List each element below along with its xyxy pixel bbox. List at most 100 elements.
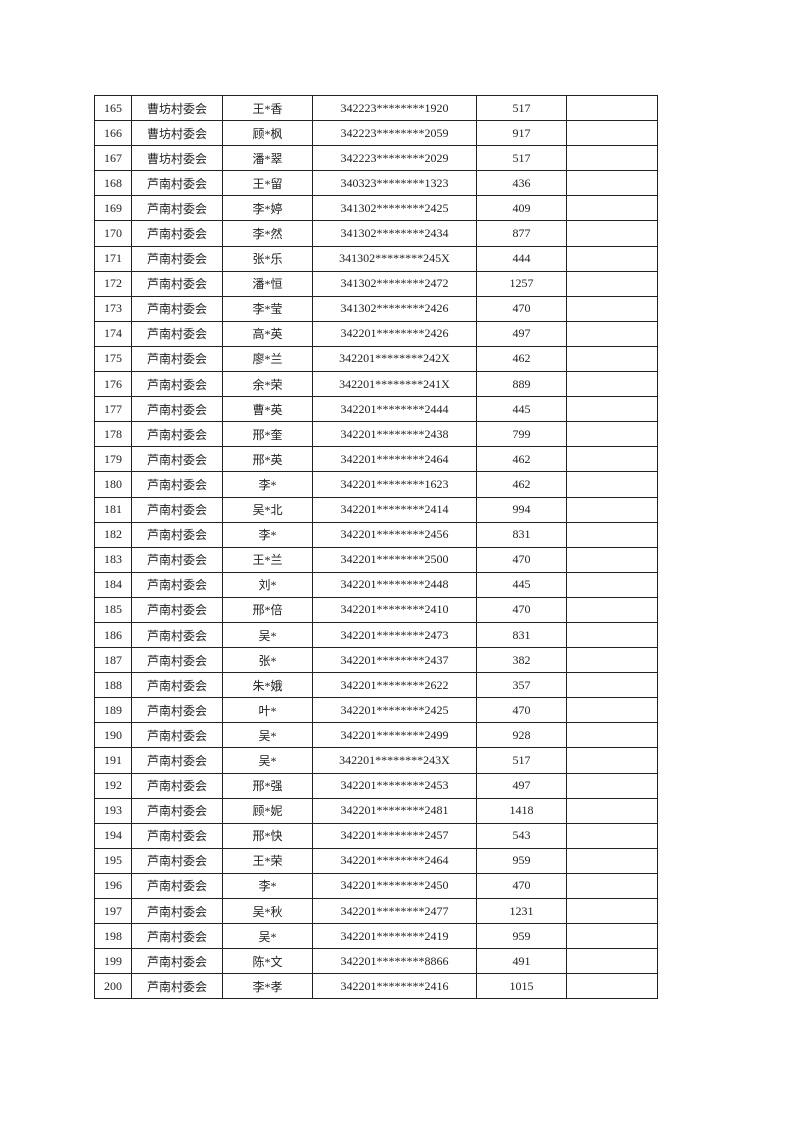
id-number-cell: 342201********2414 [312,496,477,523]
table-row: 200 芦南村委会 李*孝 342201********2416 1015 [94,973,658,1000]
table-row: 177 芦南村委会 曹*英 342201********2444 445 [94,396,658,423]
id-number-cell: 342201********2410 [312,596,477,623]
table-row: 193 芦南村委会 顾*妮 342201********2481 1418 [94,797,658,824]
village-committee-cell: 芦南村委会 [131,421,223,448]
remark-cell [566,145,658,172]
remark-cell [566,697,658,724]
remark-cell [566,195,658,222]
village-committee-cell: 芦南村委会 [131,345,223,373]
remark-cell [566,822,658,849]
row-number-cell: 169 [94,195,132,222]
table-row: 175 芦南村委会 廖*兰 342201********242X 462 [94,345,658,373]
id-number-cell: 341302********2434 [312,220,477,247]
person-name-cell: 吴* [222,621,313,649]
table-row: 165 曹坊村委会 王*香 342223********1920 517 [94,94,658,122]
remark-cell [566,345,658,373]
remark-cell [566,647,658,674]
id-number-cell: 342201********2444 [312,396,477,423]
person-name-cell: 李* [222,521,313,548]
row-number-cell: 194 [94,822,132,849]
data-table: 165 曹坊村委会 王*香 342223********1920 517 166 曹坊村委会… [94,94,658,1000]
amount-cell: 470 [476,295,567,322]
row-number-cell: 193 [94,797,132,824]
table-row: 186 芦南村委会 吴* 342201********2473 831 [94,621,658,649]
table-row: 182 芦南村委会 李* 342201********2456 831 [94,521,658,548]
amount-cell: 959 [476,847,567,874]
village-committee-cell: 芦南村委会 [131,923,223,950]
person-name-cell: 顾*妮 [222,797,313,824]
id-number-cell: 342201********2481 [312,797,477,824]
remark-cell [566,722,658,749]
id-number-cell: 340323********1323 [312,170,477,197]
table-row: 189 芦南村委会 叶* 342201********2425 470 [94,697,658,724]
person-name-cell: 顾*枫 [222,120,313,147]
row-number-cell: 188 [94,672,132,699]
remark-cell [566,596,658,623]
row-number-cell: 168 [94,170,132,197]
amount-cell: 517 [476,747,567,774]
village-committee-cell: 芦南村委会 [131,471,223,498]
table-row: 183 芦南村委会 王*兰 342201********2500 470 [94,546,658,573]
row-number-cell: 171 [94,245,132,272]
amount-cell: 470 [476,697,567,724]
id-number-cell: 341302********2425 [312,195,477,222]
village-committee-cell: 芦南村委会 [131,897,223,925]
table-row: 196 芦南村委会 李* 342201********2450 470 [94,872,658,900]
row-number-cell: 178 [94,421,132,448]
remark-cell [566,471,658,498]
remark-cell [566,797,658,824]
person-name-cell: 吴* [222,722,313,749]
person-name-cell: 李* [222,471,313,498]
remark-cell [566,94,658,122]
village-committee-cell: 芦南村委会 [131,571,223,598]
table-row: 194 芦南村委会 邢*快 342201********2457 543 [94,822,658,849]
amount-cell: 462 [476,345,567,373]
remark-cell [566,120,658,147]
table-row: 185 芦南村委会 邢*倍 342201********2410 470 [94,596,658,623]
village-committee-cell: 芦南村委会 [131,847,223,874]
village-committee-cell: 芦南村委会 [131,672,223,699]
person-name-cell: 余*荣 [222,371,313,398]
person-name-cell: 张* [222,647,313,674]
amount-cell: 436 [476,170,567,197]
id-number-cell: 342201********2464 [312,847,477,874]
village-committee-cell: 芦南村委会 [131,320,223,347]
person-name-cell: 廖*兰 [222,345,313,373]
row-number-cell: 200 [94,973,132,1000]
village-committee-cell: 芦南村委会 [131,747,223,774]
table-row: 190 芦南村委会 吴* 342201********2499 928 [94,722,658,749]
remark-cell [566,948,658,975]
remark-cell [566,320,658,347]
row-number-cell: 186 [94,621,132,649]
person-name-cell: 王*荣 [222,847,313,874]
row-number-cell: 174 [94,320,132,347]
remark-cell [566,295,658,322]
remark-cell [566,220,658,247]
remark-cell [566,973,658,1000]
amount-cell: 357 [476,672,567,699]
amount-cell: 470 [476,872,567,900]
amount-cell: 1231 [476,897,567,925]
id-number-cell: 342201********2622 [312,672,477,699]
person-name-cell: 吴* [222,747,313,774]
id-number-cell: 342201********2457 [312,822,477,849]
table-row: 184 芦南村委会 刘* 342201********2448 445 [94,571,658,598]
row-number-cell: 192 [94,772,132,799]
person-name-cell: 高*英 [222,320,313,347]
person-name-cell: 王*兰 [222,546,313,573]
person-name-cell: 陈*文 [222,948,313,975]
id-number-cell: 342201********2464 [312,446,477,473]
amount-cell: 517 [476,94,567,122]
table-row: 168 芦南村委会 王*留 340323********1323 436 [94,170,658,197]
table-row: 174 芦南村委会 高*英 342201********2426 497 [94,320,658,347]
amount-cell: 1418 [476,797,567,824]
village-committee-cell: 芦南村委会 [131,396,223,423]
id-number-cell: 342201********2473 [312,621,477,649]
id-number-cell: 342201********2419 [312,923,477,950]
village-committee-cell: 芦南村委会 [131,371,223,398]
row-number-cell: 184 [94,571,132,598]
row-number-cell: 183 [94,546,132,573]
row-number-cell: 172 [94,270,132,297]
amount-cell: 409 [476,195,567,222]
id-number-cell: 342201********2499 [312,722,477,749]
